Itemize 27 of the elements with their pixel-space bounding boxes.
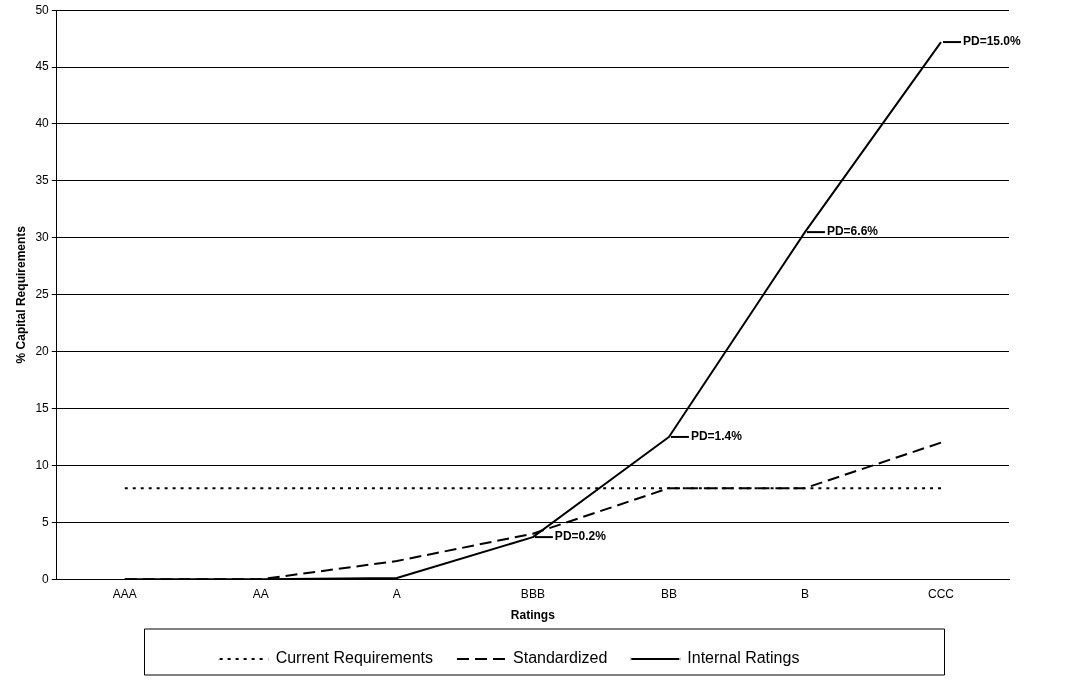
y-tick-label: 45 [35,59,50,74]
legend-label: Current Requirements [275,649,434,667]
legend-label: Standardized [513,649,608,667]
y-tick-label: 50 [35,2,50,17]
y-tick-label: 15 [35,400,50,415]
y-axis-title: % Capital Requirements [13,225,28,364]
legend-label: Internal Ratings [687,649,800,667]
x-tick-label: A [392,586,401,601]
annotation: PD=15.0% [962,34,1022,49]
y-tick-label: 10 [35,457,50,472]
x-tick-label: CCC [927,586,955,601]
annotation: PD=6.6% [826,224,879,239]
x-axis-title: Ratings [510,608,556,623]
y-tick-label: 35 [35,173,50,188]
annotation: PD=0.2% [554,529,607,544]
y-tick-label: 40 [35,116,50,131]
y-tick-label: 5 [42,514,50,529]
y-tick-label: 30 [35,230,50,245]
x-tick-label: AAA [112,586,137,601]
y-tick-label: 0 [42,571,50,586]
x-tick-label: AA [252,586,269,601]
x-tick-label: BBB [520,586,545,601]
x-tick-label: BB [660,586,677,601]
y-tick-label: 25 [35,287,50,302]
y-tick-label: 20 [35,343,50,358]
annotation: PD=1.4% [690,429,743,444]
x-tick-label: B [800,586,809,601]
